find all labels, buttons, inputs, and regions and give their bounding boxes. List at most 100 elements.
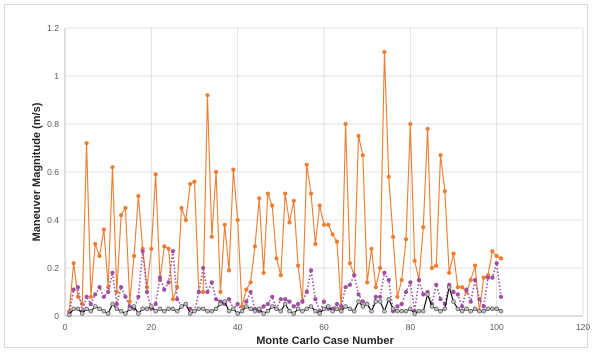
data-point [494, 306, 499, 311]
data-point [209, 280, 214, 285]
data-point [218, 301, 223, 307]
data-point [144, 306, 150, 311]
y-tick-label: 0.4 [47, 215, 59, 225]
data-point [326, 304, 331, 309]
data-point [123, 294, 128, 299]
data-point [451, 251, 456, 256]
data-point [313, 241, 318, 247]
data-point [386, 174, 391, 179]
data-point [490, 306, 495, 311]
data-point [485, 306, 491, 311]
data-point [265, 301, 270, 307]
data-point [339, 309, 344, 314]
data-point [347, 282, 352, 287]
data-point [166, 306, 171, 311]
data-point [382, 309, 387, 314]
data-point [481, 275, 486, 280]
tick-labels: 0 0.2 0.4 0.6 0.8 1 1.2 0 20 40 60 80 100 120 [47, 23, 590, 332]
data-point [498, 309, 504, 314]
data-point [183, 301, 189, 307]
data-point [205, 289, 210, 295]
data-point [403, 237, 409, 242]
data-point [205, 93, 210, 98]
data-point [334, 301, 340, 307]
data-point [226, 268, 232, 273]
data-point [88, 301, 93, 307]
data-point [313, 297, 318, 302]
data-point [434, 282, 439, 287]
data-point [490, 275, 495, 280]
data-point [71, 306, 76, 311]
data-point [136, 193, 141, 199]
data-point [244, 304, 249, 309]
data-point [356, 299, 361, 304]
data-point [75, 306, 81, 311]
data-point [356, 133, 361, 139]
series-group [67, 49, 504, 317]
data-point [365, 280, 370, 285]
data-point [343, 304, 348, 309]
data-point [412, 258, 417, 263]
data-point [468, 299, 473, 304]
data-point [188, 306, 193, 311]
data-point [282, 301, 288, 307]
data-point [468, 309, 473, 314]
data-point [239, 309, 245, 314]
data-point [472, 277, 478, 283]
data-point [88, 309, 94, 314]
data-point [403, 289, 409, 295]
data-point [101, 309, 107, 314]
data-point [295, 306, 301, 311]
data-point [296, 301, 301, 307]
data-point [386, 297, 391, 302]
x-tick-label: 100 [490, 322, 504, 332]
data-point [468, 277, 473, 283]
data-point [213, 306, 219, 311]
data-point [222, 299, 227, 304]
data-point [97, 253, 102, 259]
y-tick-label: 0.8 [47, 119, 59, 129]
data-point [231, 167, 236, 172]
data-point [334, 306, 340, 311]
data-point [201, 289, 206, 295]
data-point [192, 309, 197, 314]
data-point [498, 256, 504, 261]
data-point [477, 309, 482, 314]
data-point [149, 246, 154, 251]
data-point [213, 169, 219, 175]
data-point [442, 306, 448, 311]
data-point [464, 306, 469, 311]
data-point [421, 225, 426, 230]
data-point [119, 285, 124, 290]
data-point [140, 306, 145, 311]
data-point [175, 309, 180, 314]
data-point [170, 297, 176, 302]
data-point [434, 263, 439, 268]
data-point [490, 249, 495, 254]
x-tick-label: 80 [406, 322, 416, 332]
data-point [93, 241, 98, 247]
series-3 [67, 285, 504, 317]
data-point [157, 306, 163, 311]
data-point [101, 227, 106, 232]
data-point [395, 309, 400, 314]
data-point [304, 162, 309, 167]
data-point [162, 244, 167, 249]
data-point [231, 306, 236, 311]
data-point [317, 311, 322, 316]
data-point [201, 265, 206, 271]
data-point [244, 287, 249, 292]
data-point [270, 294, 275, 299]
data-point [416, 309, 422, 314]
series-1 [67, 49, 504, 314]
data-point [101, 294, 106, 299]
data-point [162, 309, 167, 314]
data-point [118, 309, 124, 314]
data-point [110, 270, 115, 275]
data-point [477, 297, 482, 302]
data-point [287, 220, 292, 225]
x-tick-label: 20 [147, 322, 157, 332]
data-point [451, 299, 456, 304]
data-point [360, 304, 366, 309]
data-point [460, 285, 465, 290]
